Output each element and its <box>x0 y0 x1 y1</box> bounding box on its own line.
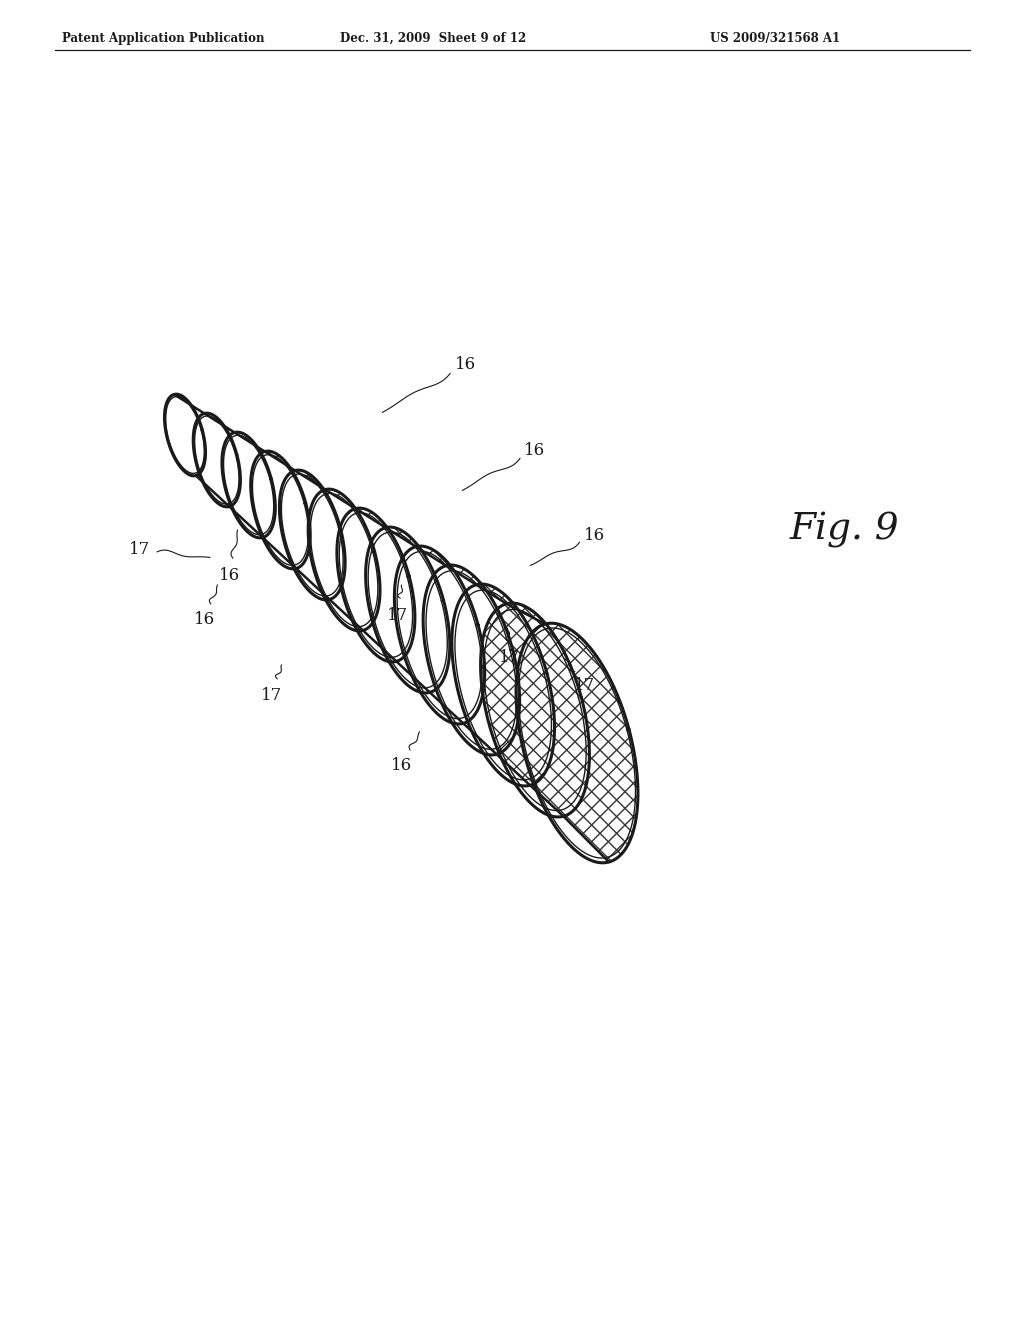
Text: 17: 17 <box>574 676 596 693</box>
Polygon shape <box>416 546 519 754</box>
Text: 16: 16 <box>195 611 216 628</box>
Text: Patent Application Publication: Patent Application Publication <box>62 32 264 45</box>
Polygon shape <box>476 583 590 816</box>
Polygon shape <box>326 490 415 661</box>
Polygon shape <box>194 413 263 537</box>
Polygon shape <box>165 395 229 507</box>
Polygon shape <box>507 603 638 862</box>
Polygon shape <box>394 546 497 755</box>
Text: 16: 16 <box>455 356 475 374</box>
Text: Dec. 31, 2009  Sheet 9 of 12: Dec. 31, 2009 Sheet 9 of 12 <box>340 32 526 45</box>
Polygon shape <box>295 470 380 631</box>
Polygon shape <box>174 395 241 507</box>
Text: 17: 17 <box>261 686 283 704</box>
Text: US 2009/321568 A1: US 2009/321568 A1 <box>710 32 840 45</box>
Text: 16: 16 <box>524 441 546 458</box>
Polygon shape <box>308 490 396 661</box>
Polygon shape <box>446 565 555 785</box>
Polygon shape <box>280 470 362 631</box>
Polygon shape <box>337 508 430 693</box>
Polygon shape <box>251 451 330 599</box>
Text: 16: 16 <box>585 527 605 544</box>
Polygon shape <box>452 585 563 817</box>
Polygon shape <box>386 527 484 723</box>
Polygon shape <box>423 566 530 785</box>
Polygon shape <box>222 433 296 569</box>
Polygon shape <box>265 451 345 599</box>
Text: 16: 16 <box>219 566 241 583</box>
Polygon shape <box>355 508 450 693</box>
Text: 16: 16 <box>391 756 413 774</box>
Polygon shape <box>234 432 310 569</box>
Text: 17: 17 <box>129 541 151 558</box>
Text: 17: 17 <box>500 649 520 667</box>
Polygon shape <box>205 413 275 537</box>
Polygon shape <box>366 528 463 723</box>
Text: Fig. 9: Fig. 9 <box>790 512 900 548</box>
Text: 17: 17 <box>387 606 409 623</box>
